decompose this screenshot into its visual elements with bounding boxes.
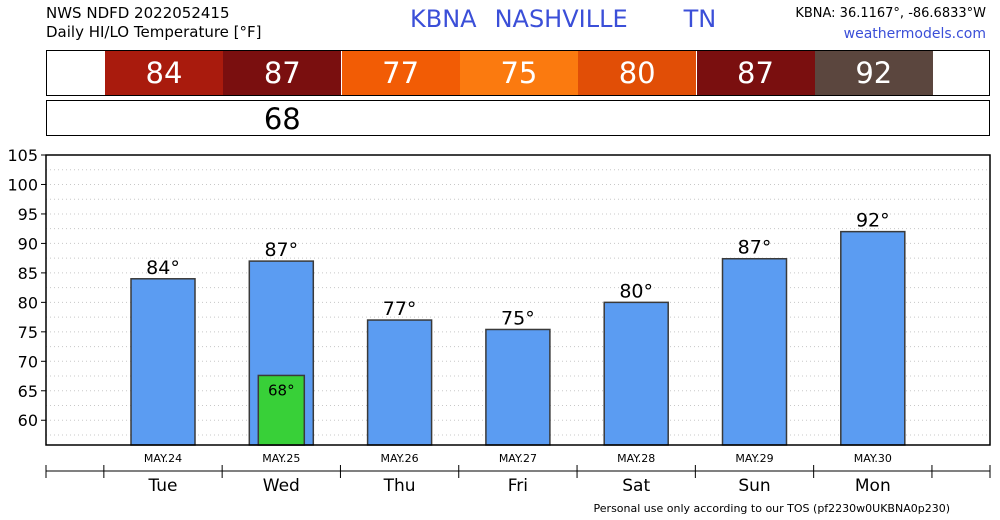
y-tick-label: 105 (7, 146, 38, 165)
hi-bar-label: 87° (264, 239, 298, 261)
day-label: Tue (147, 476, 177, 496)
date-label: MAY.29 (735, 452, 773, 465)
hi-bar-label: 87° (738, 237, 772, 259)
day-label: Fri (508, 476, 528, 496)
hi-bar-label: 77° (383, 298, 417, 320)
station-id: KBNA (410, 5, 477, 33)
hi-bar-label: 84° (146, 257, 180, 279)
lo-bar (257, 374, 306, 446)
day-label: Sat (622, 476, 650, 496)
lo-temperature-strip: 68 (46, 100, 990, 136)
hi-bar (840, 230, 906, 446)
day-label: Sun (738, 476, 770, 496)
lo-cell: 68 (263, 102, 301, 136)
day-label: Thu (383, 476, 416, 496)
hi-temperature-strip: 84 87 77 75 80 87 92 (46, 50, 990, 96)
date-label: MAY.30 (854, 452, 892, 465)
temperature-bar-chart: 60 65 70 75 80 85 90 95 100 105 84° MAY.24 Tue 87° 68°… (7, 146, 991, 496)
y-tick-label: 90 (18, 234, 38, 253)
station-info: KBNA: 36.1167°, -86.6833°W weathermodels… (795, 4, 986, 44)
y-tick-label: 65 (18, 382, 38, 401)
hi-bar (721, 257, 788, 446)
y-tick-label: 70 (18, 352, 38, 371)
date-label: MAY.24 (144, 452, 182, 465)
plot-frame (45, 154, 991, 446)
hi-bar (485, 328, 551, 446)
hi-bar (130, 278, 196, 446)
y-tick-label: 75 (18, 323, 38, 342)
date-label: MAY.26 (381, 452, 419, 465)
city-name: NASHVILLE (494, 5, 628, 33)
hi-cell: 84 (105, 51, 223, 95)
hi-cell: 80 (578, 51, 697, 95)
station-coords: KBNA: 36.1167°, -86.6833°W (795, 6, 986, 21)
chart-title-block: NWS NDFD 2022052415 Daily HI/LO Temperat… (46, 4, 262, 42)
date-label: MAY.28 (617, 452, 655, 465)
hi-bar (603, 301, 669, 446)
model-run-label: NWS NDFD 2022052415 (46, 4, 230, 22)
lo-bar-label: 68° (268, 381, 295, 399)
product-label: Daily HI/LO Temperature [°F] (46, 23, 262, 41)
hi-bar (366, 319, 433, 446)
hi-bar-label: 92° (856, 210, 890, 232)
state-code: TN (683, 5, 717, 33)
y-tick-label: 100 (7, 175, 38, 194)
hi-bar-label: 80° (619, 280, 653, 302)
y-tick-label: 80 (18, 293, 38, 312)
hi-cell: 77 (341, 51, 460, 95)
footer-note: Personal use only according to our TOS (… (593, 502, 950, 515)
y-tick-label: 95 (18, 205, 38, 224)
site-link[interactable]: weathermodels.com (843, 26, 986, 42)
y-tick-label: 60 (18, 411, 38, 430)
hi-bar-label: 75° (501, 307, 535, 329)
date-label: MAY.25 (262, 452, 300, 465)
hi-cell: 92 (814, 51, 933, 95)
hi-cell: 75 (459, 51, 578, 95)
y-tick-label: 85 (18, 264, 38, 283)
hi-cell: 87 (696, 51, 815, 95)
location-title: KBNA NASHVILLE TN (410, 5, 734, 33)
date-label: MAY.27 (499, 452, 537, 465)
day-label: Mon (855, 476, 891, 496)
day-label: Wed (263, 476, 300, 496)
hi-cell: 87 (223, 51, 342, 95)
